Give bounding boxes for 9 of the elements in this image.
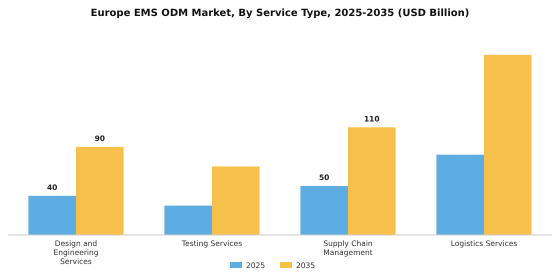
bar <box>212 166 260 235</box>
chart-title: Europe EMS ODM Market, By Service Type, 2025-2035 (USD Billion) <box>90 8 470 19</box>
bar <box>348 127 396 235</box>
bar <box>484 54 532 235</box>
bar <box>436 154 484 235</box>
bar <box>28 196 76 235</box>
bar <box>76 146 124 235</box>
bar <box>300 186 348 235</box>
bar <box>164 206 212 235</box>
